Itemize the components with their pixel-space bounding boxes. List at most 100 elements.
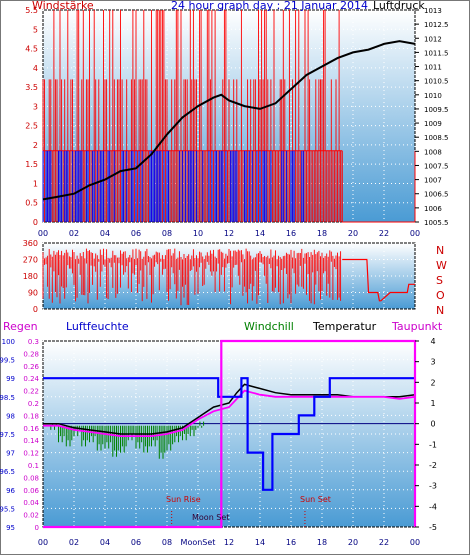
- regen-label: Regen: [3, 320, 38, 333]
- pressure-tick-label: 1013: [424, 7, 442, 15]
- wind-tick-label: 5.5: [25, 6, 38, 15]
- temperature-tick-label: -4: [429, 502, 437, 511]
- x-tick-label: 04: [100, 229, 110, 238]
- pressure-tick-label: 1007.5: [424, 162, 449, 170]
- x-tick-label: 04: [100, 538, 110, 547]
- rain-tick-label: 0.12: [23, 450, 39, 458]
- rain-tick-label: 0.14: [23, 437, 39, 445]
- x-tick-label: 10: [193, 229, 203, 238]
- wind-average-spikes: [42, 150, 304, 222]
- x-tick-label: 06: [131, 229, 141, 238]
- x-tick-label: 14: [255, 229, 265, 238]
- wind-direction-series: [42, 248, 415, 306]
- x-tick-label: 08: [162, 229, 172, 238]
- temperature-tick-label: -1: [429, 440, 437, 449]
- x-tick-label: 16: [286, 538, 296, 547]
- temperature-tick-label: -5: [429, 523, 437, 532]
- rain-tick-label: 0.18: [23, 412, 39, 420]
- direction-tick-label: 0: [33, 305, 38, 314]
- x-tick-label: 22: [379, 229, 389, 238]
- x-tick-label: 20: [348, 538, 358, 547]
- humidity-tick-label: 98: [6, 412, 15, 420]
- pressure-tick-label: 1008: [424, 148, 442, 156]
- wind-tick-label: 3.5: [25, 83, 38, 92]
- humidity-tick-label: 100: [2, 338, 15, 346]
- humidity-tick-label: 96: [6, 487, 15, 495]
- rain-tick-label: 0.3: [28, 338, 39, 346]
- wind-direction-spikes: [42, 248, 342, 306]
- wind-tick-label: 4: [33, 64, 38, 73]
- rain-tick-label: 0.28: [23, 350, 39, 358]
- wind-tick-label: 4.5: [25, 45, 38, 54]
- compass-n-bottom: N: [436, 304, 444, 317]
- x-tick-label: 18: [317, 538, 327, 547]
- pressure-tick-label: 1009: [424, 120, 442, 128]
- humidity-tick-label: 97.5: [0, 431, 15, 439]
- x-tick-label: 00: [38, 229, 48, 238]
- x-tick-label: 00: [410, 538, 420, 547]
- humidity-tick-label: 95.5: [0, 505, 15, 513]
- direction-tick-label: 180: [23, 272, 38, 281]
- rain-tick-label: 0.08: [23, 474, 39, 482]
- x-tick-label: 00: [38, 538, 48, 547]
- humidity-tick-label: 97: [6, 450, 15, 458]
- x-tick-label: 16: [286, 229, 296, 238]
- humidity-line: [43, 377, 415, 491]
- temperature-tick-label: 0: [430, 420, 435, 429]
- wind-gust-tail: [341, 150, 416, 223]
- pressure-tick-label: 1009.5: [424, 106, 449, 114]
- axes: 00.511.522.533.544.555.51005.510061006.5…: [0, 6, 449, 547]
- windchill-bars: [50, 421, 205, 459]
- pressure-tick-label: 1005.5: [424, 219, 449, 227]
- humidity-tick-label: 99: [6, 375, 15, 383]
- wind-series: [42, 10, 416, 223]
- x-tick-label: 06: [131, 538, 141, 547]
- moon-set-label: Moon Set: [192, 513, 229, 522]
- temperature-tick-label: -3: [429, 482, 437, 491]
- wind-tick-label: 0: [33, 218, 38, 227]
- wind-tick-label: 5: [33, 25, 38, 34]
- wind-tick-label: 0.5: [25, 199, 38, 208]
- pressure-tick-label: 1010: [424, 92, 442, 100]
- pressure-tick-label: 1012.5: [424, 21, 449, 29]
- rain-tick-label: 0.1: [28, 462, 39, 470]
- compass-s: S: [436, 274, 443, 287]
- wind-tick-label: 2: [33, 141, 38, 150]
- rain-tick-label: 0.04: [23, 499, 39, 507]
- humidity-tick-label: 96.5: [0, 468, 15, 476]
- x-tick-label: 08: [162, 538, 172, 547]
- wind-tick-label: 1: [33, 179, 38, 188]
- compass-n-top: N: [436, 244, 444, 257]
- x-tick-label: 18: [317, 229, 327, 238]
- temperature-tick-label: 3: [430, 358, 435, 367]
- humidity-tick-label: 98.5: [0, 394, 15, 402]
- x-tick-label: MoonSet: [181, 538, 216, 547]
- temperatur-label: Temperatur: [312, 320, 377, 333]
- compass-o: O: [436, 289, 445, 302]
- graph-title: 24 hour graph day : 21 Januar 2014: [171, 0, 368, 12]
- humidity-tick-label: 99.5: [0, 357, 15, 365]
- direction-tick-label: 360: [23, 239, 38, 248]
- wind-tick-label: 1.5: [25, 160, 38, 169]
- direction-tick-label: 90: [28, 289, 38, 298]
- temperature-tick-label: 1: [430, 399, 435, 408]
- x-tick-label: 12: [224, 229, 234, 238]
- compass-w: W: [436, 259, 447, 272]
- luftfeuchte-label: Luftfeuchte: [66, 320, 129, 333]
- x-tick-label: 02: [69, 538, 79, 547]
- windchill-label: Windchill: [244, 320, 294, 333]
- rain-tick-label: 0.26: [23, 363, 39, 371]
- luftdruck-label: Luftdruck: [373, 0, 425, 12]
- rain-tick-label: 0.22: [23, 388, 39, 396]
- sun-rise-label: Sun Rise: [166, 495, 201, 504]
- x-tick-label: 00: [410, 229, 420, 238]
- pressure-tick-label: 1006.5: [424, 191, 449, 199]
- pressure-line: [42, 40, 416, 201]
- sun-set-label: Sun Set: [300, 495, 331, 504]
- wind-direction-line: [342, 258, 415, 302]
- x-tick-label: 20: [348, 229, 358, 238]
- temperature-tick-label: 4: [430, 337, 435, 346]
- windstaerke-label: Windstärke: [32, 0, 94, 12]
- rain-tick-label: 0.02: [23, 512, 39, 520]
